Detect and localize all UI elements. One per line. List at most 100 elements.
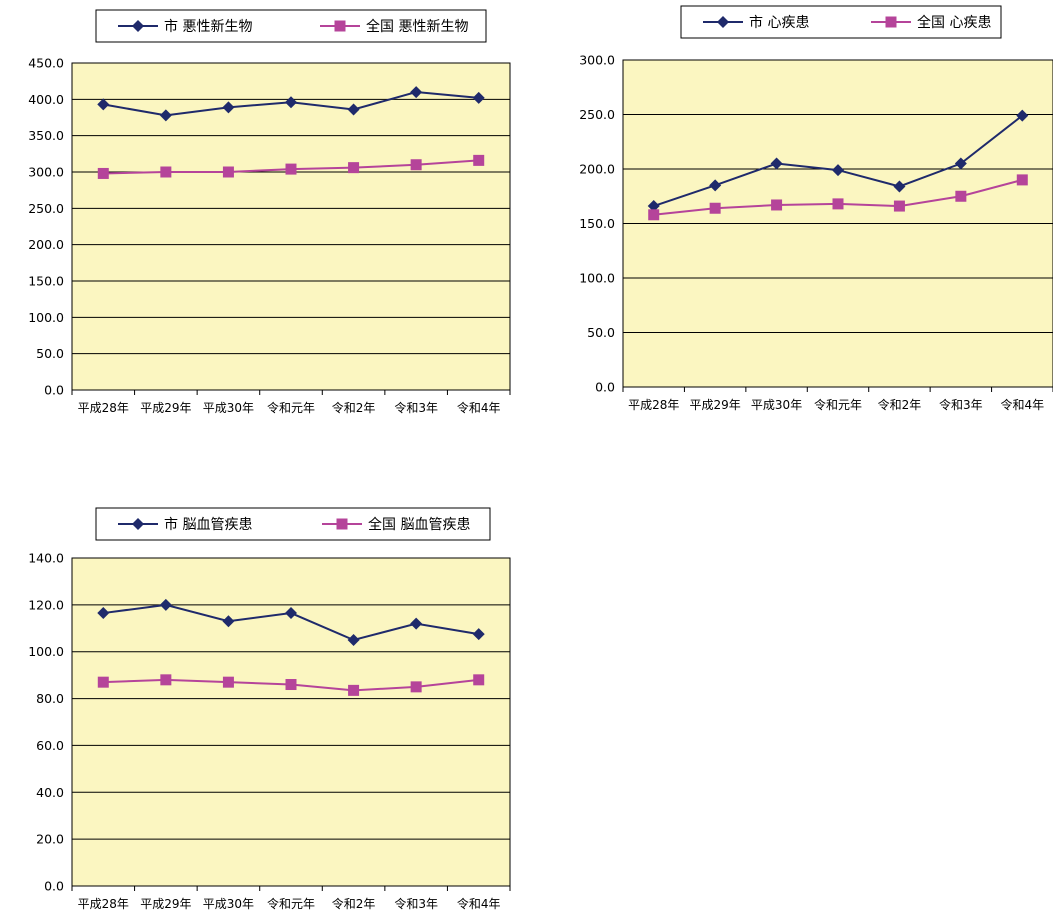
x-category-label: 令和元年 — [267, 400, 315, 415]
x-category-label: 令和4年 — [457, 896, 501, 911]
y-tick-label: 150.0 — [28, 274, 64, 289]
legend-marker-diamond — [132, 518, 144, 530]
legend-marker-square — [336, 518, 348, 530]
data-point-diamond — [1016, 109, 1029, 122]
x-category-label: 平成28年 — [78, 897, 129, 911]
legend-marker-diamond — [717, 16, 729, 28]
data-point-square — [348, 162, 360, 174]
y-tick-label: 150.0 — [579, 216, 615, 231]
chart-malignant-neoplasm: 0.0 50.0 100.0 150.0 200.0 250.0 300.0 350.0 400… — [28, 9, 511, 415]
x-category-label: 令和2年 — [332, 896, 376, 911]
legend-label: 市 心疾患 — [749, 14, 809, 31]
y-tick-label: 50.0 — [587, 325, 615, 340]
y-tick-label: 450.0 — [28, 56, 64, 71]
data-point-square — [285, 679, 297, 691]
y-tick-label: 250.0 — [28, 201, 64, 216]
x-category-label: 令和2年 — [878, 397, 922, 412]
data-point-square — [1016, 174, 1028, 186]
x-category-label: 令和3年 — [939, 397, 983, 412]
legend-label: 市 脳血管疾患 — [164, 516, 252, 533]
data-point-square — [222, 676, 234, 688]
legend-label: 全国 悪性新生物 — [366, 18, 468, 35]
x-category-label: 平成28年 — [78, 401, 129, 415]
x-category-label: 平成29年 — [140, 897, 191, 911]
x-category-label: 令和4年 — [1000, 397, 1044, 412]
data-point-square — [410, 159, 422, 171]
plot-border — [622, 59, 1053, 388]
data-point-square — [410, 681, 422, 693]
y-tick-label: 350.0 — [28, 128, 64, 143]
data-point-square — [832, 198, 844, 210]
data-point-square — [97, 167, 109, 179]
data-point-square — [222, 166, 234, 178]
y-tick-label: 250.0 — [579, 107, 615, 122]
plot-area — [72, 63, 510, 390]
chart-cerebrovascular-disease: 0.020.040.060.080.0100.0120.0140.0平成28年平… — [28, 507, 511, 911]
data-point-diamond — [285, 96, 297, 109]
x-category-label: 平成29年 — [140, 401, 191, 415]
y-tick-label: 0.0 — [595, 380, 615, 395]
data-point-square — [955, 190, 967, 202]
y-tick-label: 50.0 — [36, 346, 64, 361]
data-point-square — [97, 676, 109, 688]
data-point-diamond — [222, 615, 235, 628]
data-point-square — [473, 154, 485, 166]
y-tick-label: 40.0 — [36, 785, 64, 800]
y-tick-label: 100.0 — [579, 271, 615, 286]
x-category-label: 令和4年 — [457, 400, 501, 415]
y-tick-label: 200.0 — [579, 162, 615, 177]
data-point-diamond — [472, 91, 485, 104]
data-point-diamond — [97, 98, 110, 111]
x-category-label: 平成29年 — [690, 398, 741, 412]
data-point-diamond — [954, 157, 967, 170]
data-point-square — [709, 202, 721, 214]
y-tick-label: 400.0 — [28, 92, 64, 107]
chart-heart-disease: 0.0 50.0 100.0 150.0 200.0 250.0 300.0 平成28年 平成2… — [579, 5, 1053, 412]
data-point-diamond — [893, 180, 906, 193]
data-point-square — [893, 200, 905, 212]
data-point-diamond — [647, 200, 660, 213]
y-tick-label: 300.0 — [579, 53, 615, 68]
x-category-label: 平成30年 — [203, 401, 254, 415]
x-category-label: 令和元年 — [814, 397, 862, 412]
x-category-label: 平成30年 — [751, 398, 802, 412]
data-point-square — [348, 684, 360, 696]
data-point-square — [160, 674, 172, 686]
legend-marker-square — [885, 16, 897, 28]
legend-label: 全国 心疾患 — [917, 14, 991, 31]
legend-label: 市 悪性新生物 — [164, 18, 252, 35]
y-tick-label: 60.0 — [36, 738, 64, 753]
x-category-label: 令和2年 — [332, 400, 376, 415]
data-point-square — [160, 166, 172, 178]
data-point-diamond — [97, 607, 110, 620]
x-category-label: 令和3年 — [394, 400, 438, 415]
y-tick-label: 300.0 — [28, 165, 64, 180]
y-tick-label: 0.0 — [44, 879, 64, 894]
data-point-diamond — [770, 157, 783, 170]
data-point-diamond — [472, 628, 485, 641]
data-point-diamond — [832, 164, 844, 177]
data-point-diamond — [159, 109, 172, 122]
plot-border — [71, 62, 511, 391]
y-tick-label: 80.0 — [36, 691, 64, 706]
x-category-label: 平成30年 — [203, 897, 254, 911]
data-point-square — [648, 209, 660, 221]
x-category-label: 平成28年 — [628, 398, 679, 412]
plot-border — [71, 557, 511, 887]
data-point-diamond — [709, 179, 722, 192]
y-tick-label: 140.0 — [28, 551, 64, 566]
legend-marker-square — [334, 20, 346, 32]
legend-label: 全国 脳血管疾患 — [368, 516, 470, 533]
y-tick-label: 0.0 — [44, 383, 64, 398]
data-point-square — [285, 163, 297, 175]
y-tick-label: 200.0 — [28, 237, 64, 252]
y-tick-label: 120.0 — [28, 597, 64, 612]
legend-box — [95, 507, 491, 541]
data-point-diamond — [410, 617, 423, 630]
data-point-diamond — [347, 634, 360, 646]
legend-box — [95, 9, 487, 43]
y-tick-label: 20.0 — [36, 832, 64, 847]
y-tick-label: 100.0 — [28, 644, 64, 659]
data-point-diamond — [222, 101, 235, 114]
data-point-square — [771, 199, 783, 211]
